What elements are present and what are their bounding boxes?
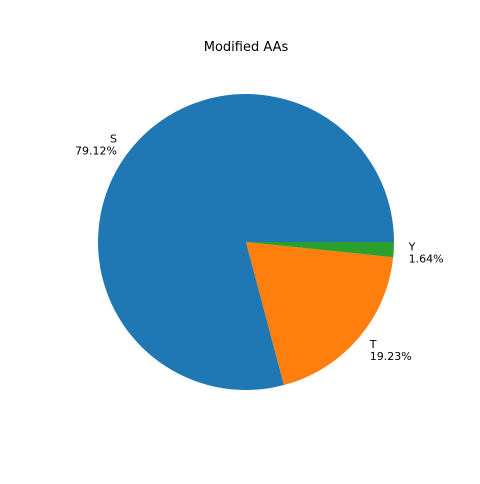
slice-pct-label-y: 1.64%: [409, 252, 444, 265]
pie-slices: [98, 94, 395, 390]
slice-pct-label-s: 79.12%: [75, 145, 117, 158]
slice-label-t: T: [369, 338, 377, 351]
pie-slice-t: [246, 242, 394, 386]
pie-slice-s: [98, 94, 395, 390]
pie-slice-y: [246, 242, 395, 258]
slice-pct-label-t: 19.23%: [370, 350, 412, 363]
slice-label-s: S: [110, 133, 117, 146]
chart-title: Modified AAs: [204, 40, 289, 55]
pie-labels: S79.12% T19.23% Y1.64%: [75, 133, 444, 363]
slice-label-y: Y: [408, 240, 416, 253]
